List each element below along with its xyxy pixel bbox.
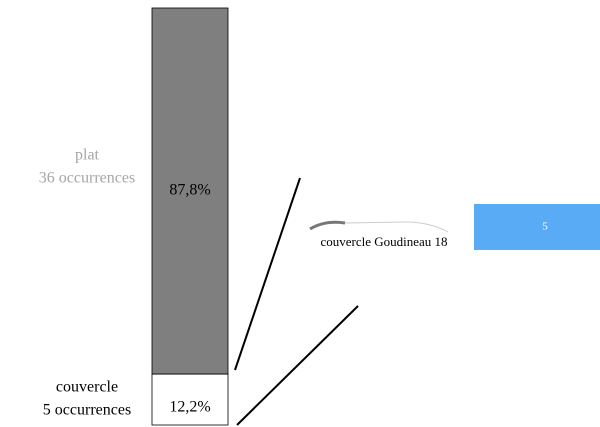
bar-segment [151,373,229,426]
bar-segment [151,7,229,375]
lid-sketch [344,221,449,233]
value-label: 12,2% [169,398,210,415]
lid-sketch [309,220,346,231]
segment-count: 36 occurrences [39,170,135,187]
segment-count: 5 occurrences [43,402,131,419]
segment-name: plat [75,147,100,164]
segment-name: couvercle [56,379,118,396]
value-label: 87,8% [169,182,210,199]
connector-line [236,305,359,426]
detail-bar [474,204,600,250]
connector-line [234,177,301,371]
detail-value-label: 5 [542,221,548,233]
detail-category: couvercle Goudineau 18 [320,234,447,249]
